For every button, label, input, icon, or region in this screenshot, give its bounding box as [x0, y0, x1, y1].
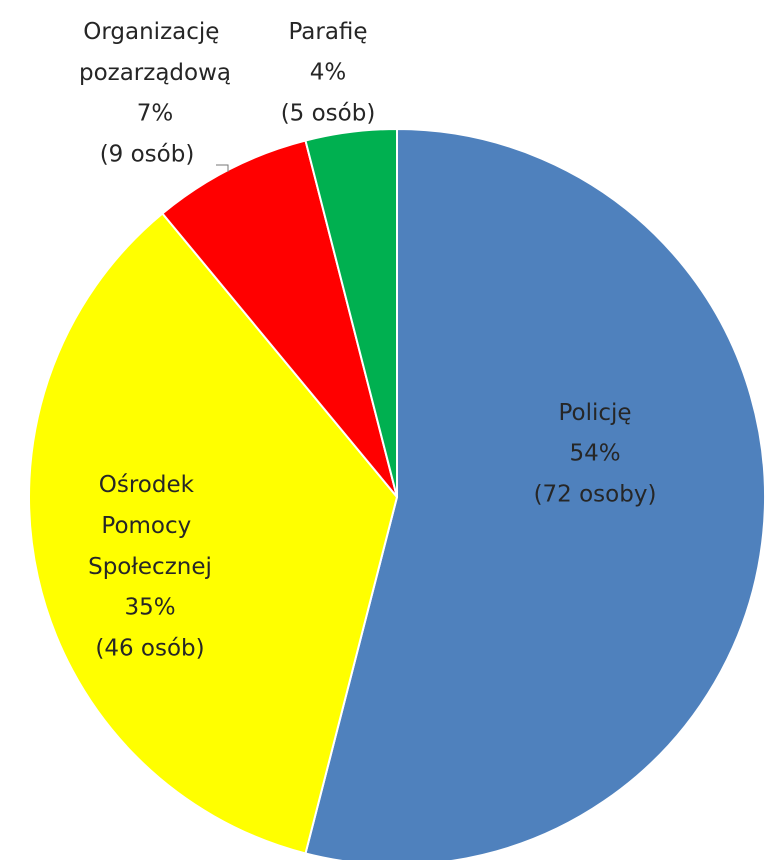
pie — [28, 127, 766, 860]
slice-count-label: (72 osoby) — [534, 482, 657, 508]
pie-slice — [304, 127, 398, 498]
slice-count-label: (5 osób) — [281, 101, 376, 127]
slice-count-label: (46 osób) — [95, 636, 204, 662]
slice-label: Policję — [558, 400, 631, 426]
pie-slice — [304, 127, 766, 860]
slice-value-label: 35% — [124, 595, 175, 621]
slice-count-label: (9 osób) — [100, 142, 195, 168]
pie-slice — [28, 212, 399, 855]
pie-slice — [161, 139, 398, 498]
slice-label: Parafię — [288, 19, 367, 45]
slice-label: Organizację pozarządową — [79, 19, 231, 86]
slice-value-label: 54% — [569, 441, 620, 467]
leader-line — [216, 164, 229, 172]
slice-value-label: 7% — [137, 101, 174, 127]
slice-value-label: 4% — [310, 60, 347, 86]
slice-label: Ośrodek Pomocy Społecznej — [88, 472, 212, 580]
